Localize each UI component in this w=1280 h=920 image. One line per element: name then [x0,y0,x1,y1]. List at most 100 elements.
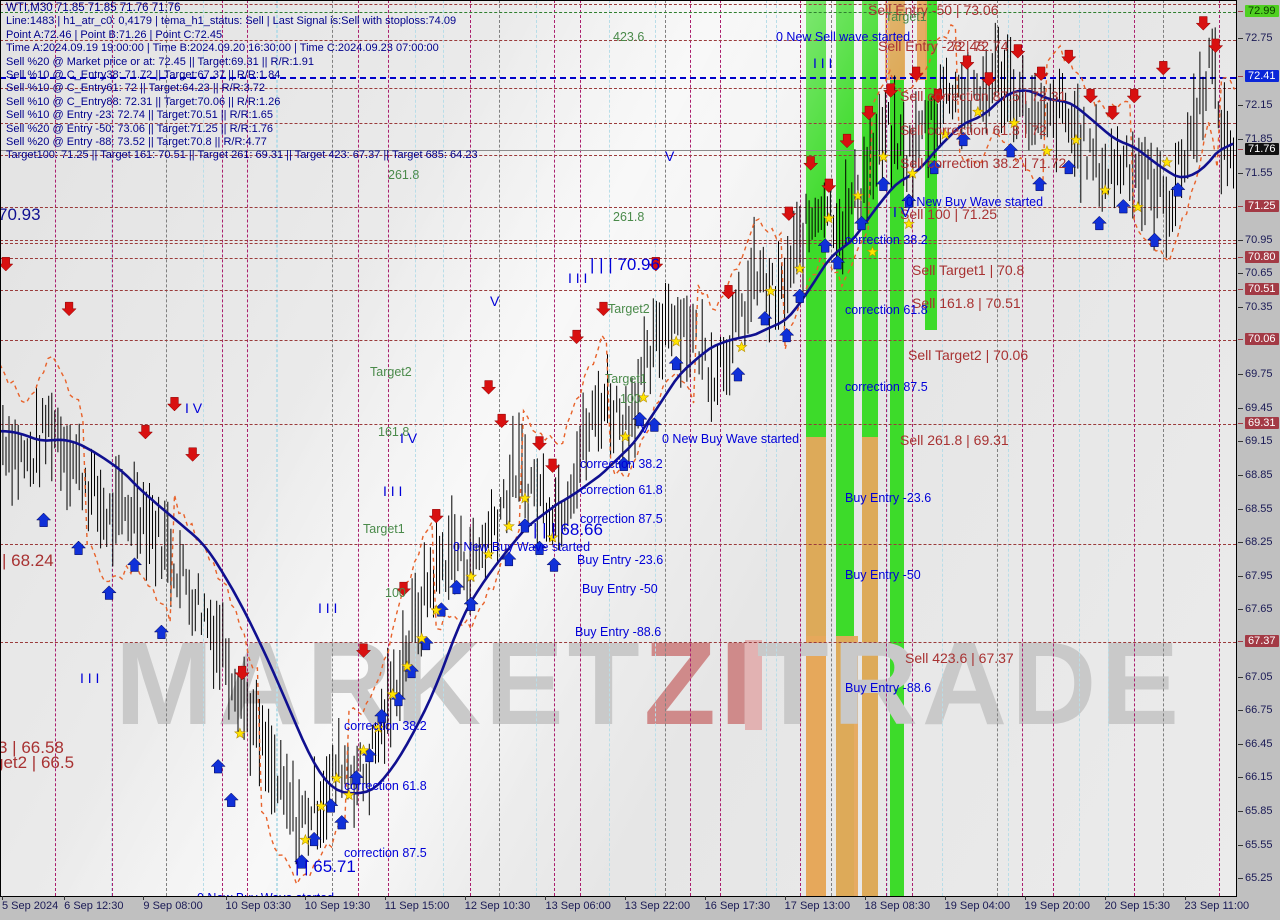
tick-dash [1238,475,1243,476]
time-tick: 13 Sep 06:00 [545,896,611,912]
sell-level-line [0,290,1236,292]
buy-arrow-marker [1146,232,1163,247]
buy-arrow-marker [817,238,833,253]
watermark-part3: I [719,618,757,750]
star-marker [372,721,384,734]
tick-label: 71.25 [1245,200,1279,213]
tick-mark [143,896,145,900]
vertical-gridline [332,0,333,896]
price-tick: 67.05 [1237,671,1280,685]
header-line: Sell %20 @ Market price or at: 72.45 || … [6,55,314,68]
star-marker [343,788,355,801]
tick-mark [225,896,227,900]
tick-label: 10 Sep 03:30 [225,900,291,912]
buy-arrow-marker [875,176,891,191]
elliott-wave-mark: I V [185,400,203,416]
sell-level-line [0,88,1236,90]
vertical-gridline [166,0,167,896]
sell-level-label: Sell Target1 | 70.8 [912,262,1025,278]
star-marker [670,335,683,347]
price-tick: 70.65 [1237,267,1280,281]
tick-dash [1238,542,1243,544]
sell-level-line [0,207,1236,209]
time-axis[interactable]: 5 Sep 2024 6 Sep 12:30 9 Sep 08:00 10 Sep 0… [0,896,1280,920]
tick-label: 5 Sep 2024 [2,900,59,912]
sell-level-line [0,424,1236,426]
vertical-gridline [1053,0,1054,896]
tick-label: 12 Sep 10:30 [464,900,531,912]
buy-arrow-marker [463,596,479,611]
time-tick: 17 Sep 13:00 [784,896,850,912]
header-line: Sell %20 @ Entry -50: 73.06 || Target:71… [6,122,273,135]
buy-arrow-marker [348,770,364,785]
tick-mark [304,896,306,900]
buy-arrow-marker [757,311,773,326]
watermark-part1: MARKET [115,618,644,750]
time-tick: 16 Sep 17:30 [704,896,770,912]
vertical-gridline [609,0,610,896]
vertical-gridline-magenta [800,0,801,896]
sell-level-line [0,257,1236,259]
tick-label: 66.45 [1245,737,1273,750]
header-lines: Line:1483 | h1_atr_c0: 0,4179 | tema_h1_… [6,15,478,162]
tick-label: 66.75 [1245,704,1273,717]
tick-label: 19 Sep 04:00 [944,900,1011,912]
tick-label: 11 Sep 15:00 [384,900,450,912]
sell-level-label: Sell correction 61.8 | 72 [900,122,1047,138]
buy-arrow-marker [955,131,971,147]
wave-start-label: 0 New Buy Wave started [197,891,334,896]
star-marker [1099,184,1112,196]
header-line: Line:1483 | h1_atr_c0: 0,4179 | tema_h1_… [6,15,457,28]
tick-mark [384,896,386,900]
wave-start-label: 0 New Buy Wave started [662,432,800,446]
chart-info-header: WTI,M30 71.85 71.85 71.76 71.76 Line:148… [6,2,478,163]
sell-arrow-marker [355,643,372,658]
star-marker [637,391,650,403]
vertical-gridline [55,0,56,896]
header-line: Sell %10 @ C_Entry61: 72 || Target:64.23… [6,82,266,95]
buy-arrow-marker [1091,215,1107,231]
header-line: Time A:2024.09.19 19:00:00 | Time B:2024… [6,42,439,55]
fib-level-label: Target2 [370,365,412,379]
header-line: Sell %20 @ Entry -88: 73.52 || Target:70… [6,136,267,149]
time-tick: 18 Sep 08:30 [864,896,930,912]
sell-arrow-marker [480,380,497,395]
price-tick: 65.55 [1237,839,1280,853]
header-line: Target100: 71.25 || Target 161: 70.51 ||… [6,149,478,162]
sell-arrow-marker [803,156,819,171]
tick-mark [1104,896,1106,900]
wave-start-label: 0 New Buy Wave started [453,540,591,554]
buy-arrow-marker [546,557,562,572]
buy-arrow-marker [390,691,407,707]
fib-level-label: Target1 [605,372,647,386]
price-axis[interactable]: 72.99 72.75 72.41 72.15 71.85 71.76 71.55 71.25… [1237,0,1280,896]
vertical-gridline-cyan [1008,0,1009,896]
price-tick: 65.25 [1237,872,1280,886]
buy-arrow-marker [403,663,420,679]
sell-arrow-marker [137,425,154,440]
tick-label: 70.35 [1245,301,1273,313]
sell-level-label: Sell correction 87.5 | 72.31 [900,88,1067,104]
sell-level-line [0,154,1236,156]
tick-label: 68.25 [1245,536,1273,549]
tick-dash [1238,374,1243,376]
tick-mark [64,896,66,900]
tick-label: 69.15 [1245,435,1273,448]
vertical-gridline-magenta [470,0,471,896]
time-tick: 13 Sep 22:00 [624,896,690,912]
buy-arrow-marker [1032,176,1048,191]
sell-level-line [0,40,1236,42]
header-line: Point A:72.46 | Point B:71.26 | Point C:… [6,28,223,41]
star-marker [234,727,246,739]
time-tick: 23 Sep 11:00 [1184,896,1249,912]
star-marker [1008,116,1021,129]
star-marker [299,833,312,846]
tick-dash [1238,256,1243,258]
tick-dash [1238,878,1243,880]
tick-dash [1238,105,1243,107]
price-tick: 70.35 [1237,301,1280,315]
tick-dash [1238,273,1243,275]
time-tick: 6 Sep 12:30 [64,896,123,912]
price-tick: 72.41 [1237,70,1280,84]
chart-plot-area[interactable]: MARKETZITRADE Sell Entry -50 | 73.06 Sell… [0,0,1237,897]
